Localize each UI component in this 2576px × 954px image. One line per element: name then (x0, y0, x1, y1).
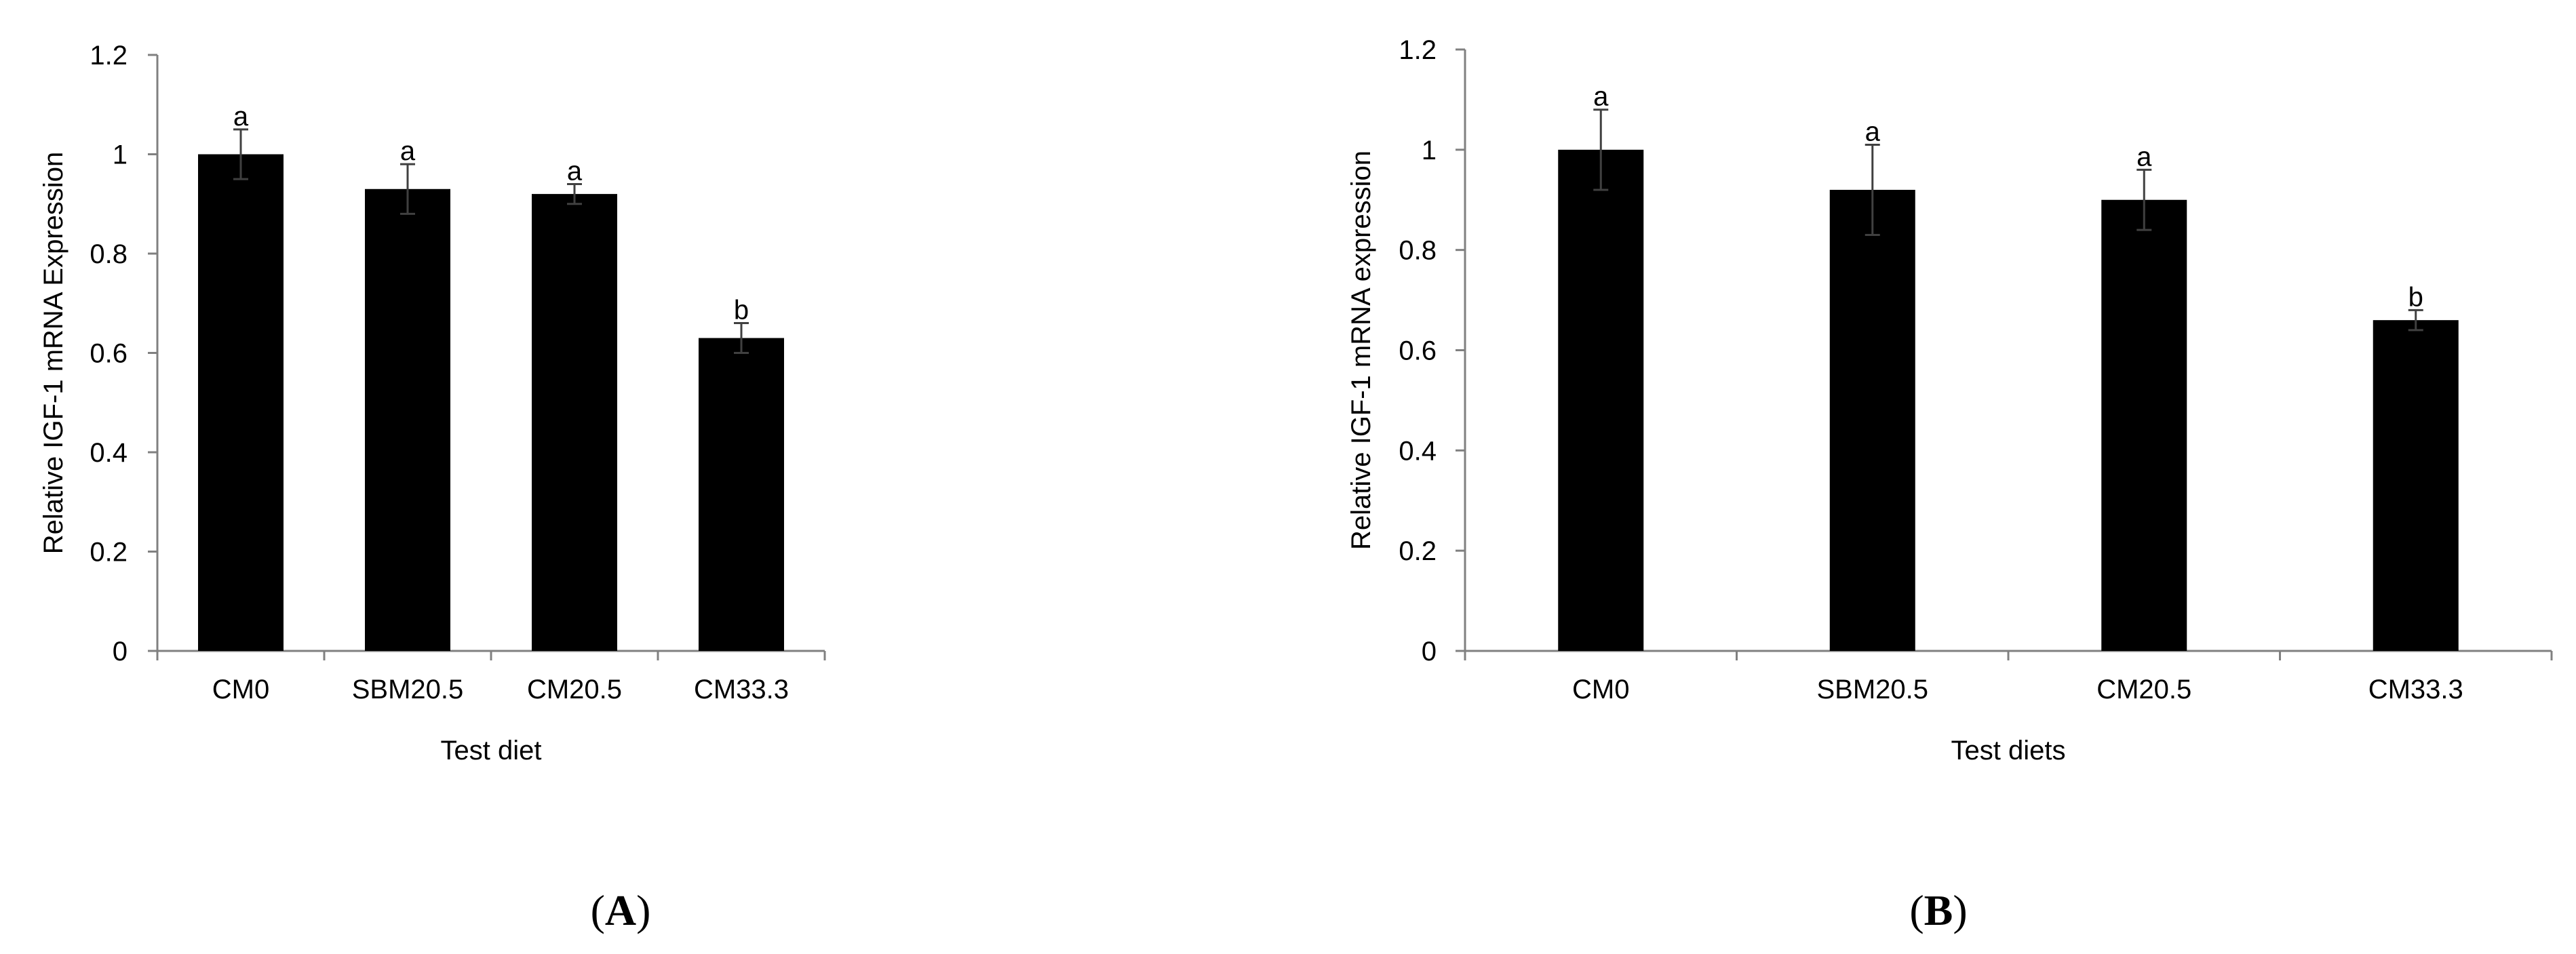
bar (532, 194, 617, 652)
x-axis-title: Test diets (1951, 736, 2066, 766)
y-tick-label: 0.6 (90, 339, 128, 369)
y-axis-title: Relative IGF-1 mRNA expression (1346, 151, 1376, 550)
bar (1829, 189, 1915, 651)
significance-letter: a (567, 156, 583, 186)
significance-letter: a (1865, 117, 1881, 146)
x-tick-label: CM20.5 (2096, 675, 2191, 704)
y-tick-label: 1.2 (1399, 35, 1437, 65)
x-tick-label: SBM20.5 (1816, 675, 1928, 704)
bar (365, 188, 450, 651)
y-tick-label: 0.2 (90, 538, 128, 568)
significance-letter: a (233, 102, 249, 132)
y-tick-label: 0 (113, 637, 128, 667)
chart-panel-a: 0 0.2 0.4 0.6 0.8 1 1.2 a CM0 a SBM20.5 a CM20.5 b CM3… (39, 41, 826, 934)
x-tick-label: CM33.3 (694, 675, 789, 704)
significance-letter: b (2408, 282, 2423, 312)
y-axis-title: Relative IGF-1 mRNA Expression (39, 152, 69, 555)
bar (2101, 199, 2187, 651)
y-tick-label: 0.8 (1399, 236, 1437, 266)
significance-letter: a (400, 136, 416, 166)
bar (2373, 320, 2459, 651)
x-axis-title: Test diet (441, 736, 542, 766)
panel-label: (A) (591, 886, 651, 934)
y-tick-label: 0.6 (1399, 336, 1437, 366)
y-tick-label: 0.4 (90, 438, 128, 468)
y-tick-label: 0.2 (1399, 536, 1437, 566)
significance-letter: a (2136, 142, 2152, 172)
chart-panel-b: 0 0.2 0.4 0.6 0.8 1 1.2 a CM0 a SBM20.5 a CM20.5 b CM3… (1346, 35, 2553, 934)
x-tick-label: CM0 (1572, 675, 1629, 704)
y-tick-label: 0 (1422, 637, 1437, 667)
y-tick-label: 1 (1422, 136, 1437, 165)
x-tick-label: CM33.3 (2368, 675, 2463, 704)
panel-label: (B) (1909, 886, 1967, 934)
bar (198, 154, 284, 651)
y-tick-label: 0.8 (90, 239, 128, 269)
y-tick-label: 1 (113, 140, 128, 170)
x-tick-label: CM0 (212, 675, 269, 704)
bar (699, 338, 784, 651)
x-tick-label: SBM20.5 (352, 675, 464, 704)
x-tick-label: CM20.5 (527, 675, 622, 704)
y-tick-label: 0.4 (1399, 436, 1437, 466)
significance-letter: a (1593, 82, 1609, 112)
y-tick-label: 1.2 (90, 41, 128, 71)
bar (1558, 149, 1644, 652)
significance-letter: b (734, 296, 749, 325)
